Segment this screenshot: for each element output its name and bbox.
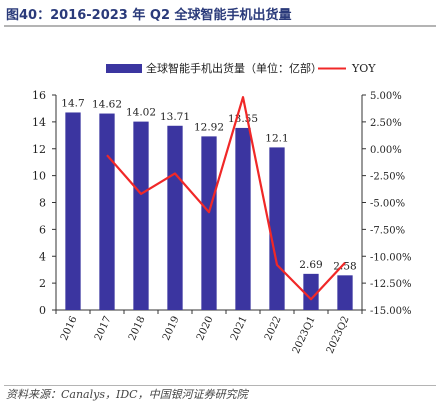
yoy-line-series (106, 96, 346, 301)
y-left-tick-label: 6 (39, 223, 46, 236)
bar-2020 (201, 136, 217, 310)
yoy-line (106, 96, 346, 301)
y-right-tick-label: 5.00% (370, 91, 402, 102)
bar-2021 (235, 127, 251, 310)
x-tick-label: 2019 (161, 315, 182, 343)
x-tick-label: 2021 (229, 315, 250, 343)
bar-value-label-2019: 13.71 (160, 111, 190, 123)
chart-canvas: 全球智能手机出货量（单位：亿部） YOY 0 2 4 6 8 10 12 14 16 -15.00… (32, 61, 412, 356)
title-divider (4, 25, 436, 27)
bar-2023Q1 (303, 273, 319, 310)
x-tick-label: 2020 (195, 315, 216, 343)
y-right-tick-label: -15.00% (370, 306, 412, 317)
bar-value-label-2017: 14.62 (92, 99, 122, 111)
legend-line-label: YOY (351, 62, 376, 75)
legend-bar-swatch (106, 64, 142, 73)
y-right-tick-label: -10.00% (370, 252, 412, 263)
y-left-tick-label: 4 (39, 250, 46, 263)
bar-2022 (269, 147, 285, 310)
y-left-tick-label: 0 (39, 304, 46, 317)
y-left-tick-label: 2 (39, 277, 46, 290)
y-left-tick-label: 10 (32, 170, 46, 183)
chart-title: 图40：2016-2023 年 Q2 全球智能手机出货量 (6, 8, 292, 23)
bar-value-label-2016: 14.7 (61, 97, 84, 109)
y-left-tick-label: 12 (32, 143, 46, 156)
x-tick-label: 2017 (93, 315, 114, 343)
footer-divider (4, 385, 436, 386)
source-note: 资料来源：Canalys，IDC，中国银河证券研究院 (6, 388, 248, 401)
bar-2019 (167, 125, 183, 310)
bar-value-label-2020: 12.92 (194, 121, 224, 133)
x-tick-label: 2016 (59, 315, 80, 343)
y-left-tick-label: 8 (39, 197, 46, 210)
y-right-tick-label: -2.50% (370, 172, 405, 183)
x-tick-label: 2022 (263, 315, 284, 343)
bar-value-label-2022: 12.1 (265, 132, 288, 144)
bar-value-label-2018: 14.02 (126, 107, 156, 119)
x-tick-label: 2018 (127, 315, 148, 343)
y-right-tick-label: -7.50% (370, 225, 405, 236)
y-right-tick-label: -12.50% (370, 279, 412, 290)
y-right-tick-label: -5.00% (370, 199, 405, 210)
x-tick-label: 2023Q1 (291, 315, 318, 356)
legend: 全球智能手机出货量（单位：亿部） YOY (106, 61, 376, 75)
y-right-tick-label: 0.00% (370, 145, 402, 156)
bar-2018 (133, 121, 149, 310)
bar-2017 (99, 113, 115, 310)
bar-2016 (65, 112, 81, 310)
bar-value-label-2021: 13.55 (228, 113, 258, 125)
bar-2023Q2 (337, 275, 353, 310)
x-tick-label: 2023Q2 (325, 315, 352, 356)
y-left-tick-label: 16 (32, 89, 46, 102)
y-right-tick-label: 2.50% (370, 118, 402, 129)
bar-value-label-2023Q1: 2.69 (299, 259, 322, 271)
y-left-tick-label: 14 (32, 116, 46, 129)
legend-bar-label: 全球智能手机出货量（单位：亿部） (146, 61, 322, 75)
